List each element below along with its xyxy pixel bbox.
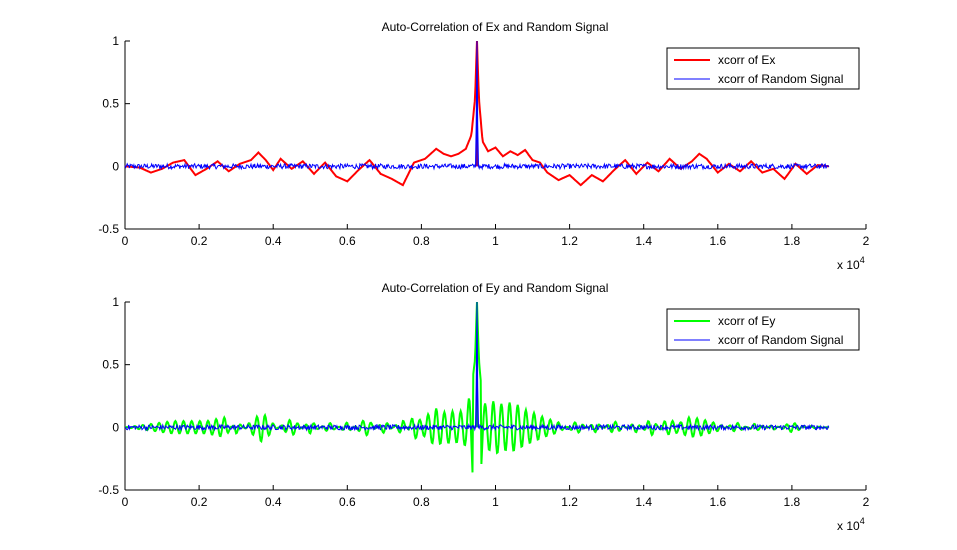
y-tick-label: 0 (112, 420, 119, 434)
x-ticks: 0 0.2 0.4 0.6 0.8 1 1.2 1.4 1.6 1.8 2 (122, 485, 870, 509)
legend-label-random: xcorr of Random Signal (718, 333, 843, 347)
subplot-ex: Auto-Correlation of Ex and Random Signal… (98, 20, 869, 272)
x-tick-label: 0.6 (339, 234, 356, 248)
x-multiplier: x 104 (837, 516, 865, 533)
legend-box (666, 308, 860, 351)
x-tick-label: 1.8 (784, 234, 801, 248)
x-tick-label: 0.2 (191, 495, 208, 509)
y-tick-label: 0 (112, 159, 119, 173)
x-multiplier-exponent: 4 (860, 255, 865, 265)
x-multiplier: x 104 (837, 255, 865, 272)
legend-label-random: xcorr of Random Signal (718, 72, 843, 86)
legend-box (666, 47, 860, 90)
x-tick-label: 0 (122, 234, 129, 248)
series-layer (124, 40, 830, 187)
x-multiplier-base: x 10 (837, 258, 860, 272)
chart-title: Auto-Correlation of Ex and Random Signal (382, 20, 609, 34)
x-multiplier-base: x 10 (837, 519, 860, 533)
y-tick-label: 0.5 (102, 97, 119, 111)
legend: xcorr of Ey xcorr of Random Signal (666, 308, 860, 351)
y-tick-label: 1 (112, 295, 119, 309)
x-tick-label: 0 (122, 495, 129, 509)
series-layer (124, 301, 830, 473)
x-tick-label: 2 (863, 234, 870, 248)
y-tick-label: -0.5 (98, 483, 119, 497)
x-tick-label: 1.4 (635, 234, 652, 248)
subplot-ey: Auto-Correlation of Ey and Random Signal… (98, 281, 869, 533)
y-tick-label: 1 (112, 34, 119, 48)
x-tick-label: 2 (863, 495, 870, 509)
x-tick-label: 0.4 (265, 495, 282, 509)
x-tick-label: 0.8 (413, 495, 430, 509)
x-multiplier-exponent: 4 (860, 516, 865, 526)
legend: xcorr of Ex xcorr of Random Signal (666, 47, 860, 90)
x-tick-label: 1.8 (784, 495, 801, 509)
y-ticks: -0.5 0 0.5 1 (98, 295, 130, 497)
chart-title: Auto-Correlation of Ey and Random Signal (382, 281, 609, 295)
y-tick-label: -0.5 (98, 222, 119, 236)
x-tick-label: 1.2 (561, 495, 578, 509)
x-tick-label: 0.4 (265, 234, 282, 248)
x-tick-label: 1.6 (709, 234, 726, 248)
x-tick-label: 1 (492, 495, 499, 509)
x-tick-label: 1.2 (561, 234, 578, 248)
y-tick-label: 0.5 (102, 358, 119, 372)
x-tick-label: 1.4 (635, 495, 652, 509)
legend-label-ey: xcorr of Ey (718, 314, 775, 328)
x-ticks: 0 0.2 0.4 0.6 0.8 1 1.2 1.4 1.6 1.8 2 (122, 224, 870, 248)
x-tick-label: 1.6 (709, 495, 726, 509)
x-tick-label: 0.8 (413, 234, 430, 248)
legend-label-ex: xcorr of Ex (718, 53, 775, 67)
x-tick-label: 0.2 (191, 234, 208, 248)
x-tick-label: 0.6 (339, 495, 356, 509)
x-tick-label: 1 (492, 234, 499, 248)
